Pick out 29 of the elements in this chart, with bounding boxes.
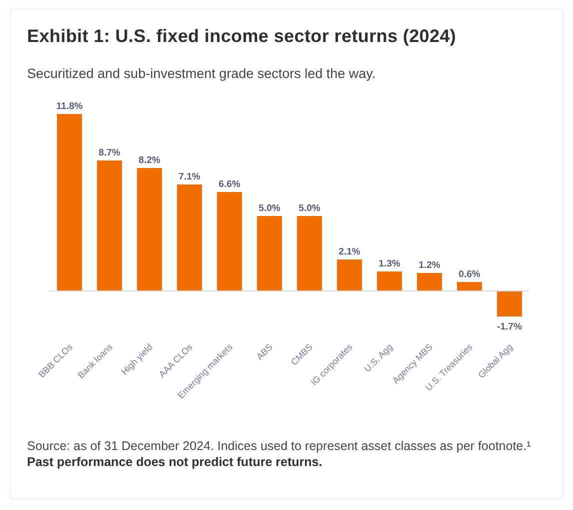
chart-subtitle: Securitized and sub-investment grade sectors led the way. <box>27 66 376 81</box>
data-label: 1.2% <box>418 260 441 271</box>
bar <box>417 273 442 291</box>
data-label: 5.0% <box>258 203 281 214</box>
data-label: 8.7% <box>98 148 121 158</box>
data-label: 1.3% <box>378 258 401 270</box>
bar <box>337 260 362 291</box>
data-label: 8.2% <box>138 155 161 166</box>
data-label: 11.8% <box>56 101 84 112</box>
data-label: 6.6% <box>218 179 241 190</box>
data-label: 2.1% <box>338 246 361 258</box>
chart-title: Exhibit 1: U.S. fixed income sector returns (2024) <box>27 26 456 46</box>
bar <box>137 168 162 291</box>
bar <box>217 192 242 291</box>
bar <box>497 291 522 316</box>
bar <box>177 184 202 291</box>
bar <box>97 160 122 291</box>
bar <box>257 216 282 291</box>
bar <box>457 282 482 291</box>
data-label: 7.1% <box>178 172 201 182</box>
bar <box>377 272 402 291</box>
text: Past performance does not predict future returns. <box>27 455 322 469</box>
x-tick-label: U.S. Agg <box>362 342 394 374</box>
data-label: -1.7% <box>497 322 522 332</box>
data-label: 0.6% <box>458 269 481 280</box>
bar <box>57 114 82 291</box>
bar <box>297 216 322 291</box>
data-label: 5.0% <box>298 203 321 214</box>
source-note: Source: as of 31 December 2024. Indices used to represent asset classes as per footnote.¹ <box>27 439 531 453</box>
